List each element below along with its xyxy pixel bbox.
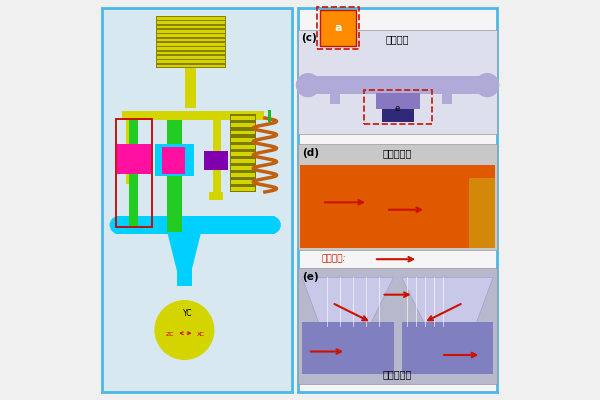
Polygon shape [401, 277, 493, 326]
Text: 改進澆道: 改進澆道 [386, 34, 409, 44]
Circle shape [263, 216, 281, 234]
Bar [442, 94, 452, 104]
Text: 彎折直澆道: 彎折直澆道 [383, 369, 412, 379]
Bar [157, 34, 225, 37]
Polygon shape [167, 232, 201, 270]
Bar [161, 147, 185, 174]
Bar [102, 8, 292, 392]
Bar [231, 130, 255, 134]
Bar [302, 322, 394, 374]
Bar [268, 110, 271, 122]
Bar [167, 120, 182, 232]
Bar [177, 268, 191, 286]
Text: e: e [395, 104, 400, 113]
Bar [213, 120, 218, 184]
Bar [157, 56, 225, 58]
Bar [209, 192, 223, 200]
Bar [231, 173, 255, 177]
Bar [155, 144, 194, 176]
Bar [157, 60, 225, 63]
Bar [231, 180, 255, 184]
Bar [126, 120, 131, 184]
Bar [231, 159, 255, 163]
Bar [157, 17, 225, 20]
Bar [330, 94, 340, 104]
Text: (c): (c) [301, 33, 317, 43]
Bar [231, 145, 255, 149]
Bar [156, 16, 226, 68]
Circle shape [110, 216, 127, 234]
Bar [231, 116, 255, 120]
Bar [298, 144, 497, 250]
Text: 液流方向:: 液流方向: [322, 255, 346, 264]
Bar [157, 43, 225, 46]
Text: (e): (e) [302, 272, 319, 282]
Bar [168, 120, 173, 184]
Bar [298, 268, 497, 384]
Bar [157, 47, 225, 50]
Bar [231, 138, 255, 142]
Bar [231, 152, 255, 156]
Bar [116, 119, 152, 227]
Bar [298, 8, 497, 392]
Text: (d): (d) [302, 148, 319, 158]
Bar [117, 144, 151, 174]
Bar [157, 52, 225, 54]
Bar [302, 76, 493, 94]
Text: 傳統直澆道: 傳統直澆道 [383, 148, 412, 158]
Bar [115, 216, 275, 234]
Bar [129, 120, 139, 226]
Bar [157, 21, 225, 24]
Text: YC: YC [183, 309, 193, 318]
Bar [157, 26, 225, 28]
Circle shape [296, 73, 320, 97]
Bar [213, 118, 221, 200]
Polygon shape [302, 277, 394, 326]
Text: ZC: ZC [166, 332, 175, 337]
Bar [157, 65, 225, 67]
Bar [231, 166, 255, 170]
Bar [401, 322, 493, 374]
Bar [231, 187, 255, 191]
Bar [231, 124, 255, 127]
Bar [122, 111, 264, 120]
Bar [298, 30, 497, 134]
Circle shape [475, 73, 499, 97]
Bar [382, 108, 413, 122]
Text: a: a [334, 23, 342, 33]
Bar [185, 68, 196, 108]
Bar [317, 7, 359, 49]
Bar [376, 93, 419, 110]
Bar [364, 90, 431, 124]
Bar [157, 30, 225, 32]
Text: XC: XC [196, 332, 205, 337]
Bar [157, 39, 225, 41]
Bar [320, 10, 356, 46]
Bar [230, 114, 256, 192]
Bar [204, 151, 228, 170]
Circle shape [154, 300, 214, 360]
Bar [469, 178, 495, 248]
Bar [413, 194, 477, 248]
Bar [300, 165, 495, 248]
